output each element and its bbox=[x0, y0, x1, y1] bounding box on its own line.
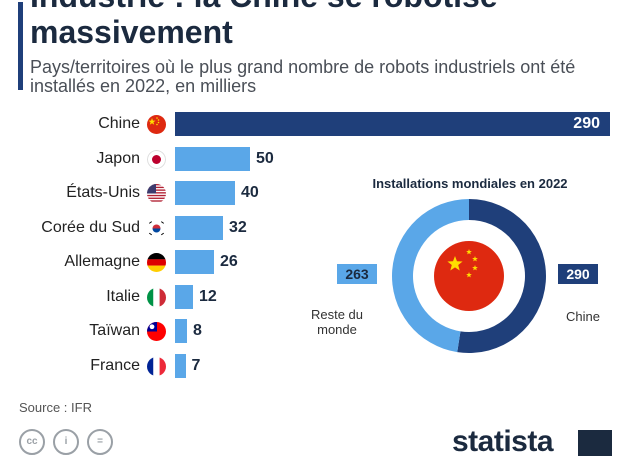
bar-row: Chine 290 bbox=[0, 112, 630, 136]
bar-value-label: 26 bbox=[220, 253, 238, 270]
bar-category-label: États-Unis bbox=[66, 184, 140, 201]
donut-slice bbox=[457, 199, 547, 353]
bar bbox=[175, 319, 187, 343]
source-note: Source : IFR bbox=[19, 400, 92, 415]
bar-row: Japon 50 bbox=[0, 146, 630, 171]
bar bbox=[175, 250, 214, 274]
bar-category-label: Allemagne bbox=[64, 253, 140, 270]
chart-subtitle: Pays/territoires où le plus grand nombre… bbox=[30, 58, 576, 96]
france-flag-icon bbox=[147, 356, 166, 376]
south-korea-flag-icon bbox=[147, 218, 166, 238]
bar bbox=[175, 353, 186, 378]
rest-label-line-1: Reste du bbox=[310, 307, 364, 322]
bar-value-label: 12 bbox=[199, 287, 217, 305]
taiwan-flag-icon bbox=[147, 322, 166, 341]
bar-category-label: Taïwan bbox=[89, 322, 140, 339]
brand-mark-icon bbox=[578, 430, 612, 456]
title-accent-bar bbox=[18, 2, 23, 90]
title-block: Industrie : la Chine se robotise massive… bbox=[30, 0, 620, 50]
rest-value-tag-box bbox=[337, 264, 377, 284]
brand-logo: statista bbox=[452, 425, 554, 458]
bar-row: États-Unis 40 bbox=[0, 181, 630, 205]
cc-icon: cc bbox=[19, 429, 45, 455]
bar-category-label: France bbox=[90, 356, 140, 374]
bar-value-label: 7 bbox=[191, 356, 201, 374]
italy-flag-icon bbox=[147, 287, 166, 307]
bar bbox=[175, 181, 235, 205]
donut-slice bbox=[392, 199, 469, 353]
bar-value-label: 40 bbox=[241, 184, 259, 201]
bar-category-label: Corée du Sud bbox=[41, 218, 140, 236]
china-value-tag: 290 bbox=[566, 266, 590, 282]
bar: 290 bbox=[175, 112, 610, 136]
bar-row: France 7 bbox=[0, 353, 630, 378]
donut-title: Installations mondiales en 2022 bbox=[372, 176, 568, 191]
license-icons: cc i = bbox=[19, 429, 113, 455]
attribution-icon: i bbox=[53, 429, 79, 455]
china-flag-icon bbox=[434, 241, 504, 311]
no-derivatives-icon: = bbox=[87, 429, 113, 455]
bar-row: Allemagne 26 bbox=[0, 250, 630, 274]
china-flag-icon bbox=[147, 115, 166, 134]
chart-title: Industrie : la Chine se robotise massive… bbox=[30, 0, 498, 50]
bar-row: Italie 12 bbox=[0, 284, 630, 309]
china-value-tag-box bbox=[558, 264, 598, 284]
bar-value-label: 290 bbox=[573, 115, 600, 132]
bar-category-label: Italie bbox=[106, 287, 140, 305]
bar-chart: Chine 290 Japon 50 États-Unis 40 Corée du Sud 3… bbox=[0, 112, 630, 382]
bar bbox=[175, 146, 250, 171]
bar bbox=[175, 215, 223, 240]
bar-row: Taïwan 8 bbox=[0, 319, 630, 343]
bar-category-label: Japon bbox=[96, 149, 140, 167]
bar-value-label: 50 bbox=[256, 149, 274, 167]
rest-of-world-annotation: Reste du monde bbox=[305, 307, 369, 337]
bar bbox=[175, 284, 193, 309]
rest-label-line-2: monde bbox=[317, 322, 357, 337]
japan-flag-icon bbox=[147, 149, 166, 169]
germany-flag-icon bbox=[147, 253, 166, 272]
subtitle-block: Pays/territoires où le plus grand nombre… bbox=[30, 58, 620, 96]
rest-value-tag: 263 bbox=[345, 266, 369, 282]
china-annotation: Chine bbox=[566, 309, 600, 324]
bar-value-label: 32 bbox=[229, 218, 247, 236]
bar-row: Corée du Sud 32 bbox=[0, 215, 630, 240]
usa-flag-icon bbox=[147, 184, 166, 203]
bar-category-label: Chine bbox=[98, 115, 140, 132]
bar-value-label: 8 bbox=[193, 322, 202, 339]
donut-chart: 263 290 bbox=[337, 199, 598, 353]
